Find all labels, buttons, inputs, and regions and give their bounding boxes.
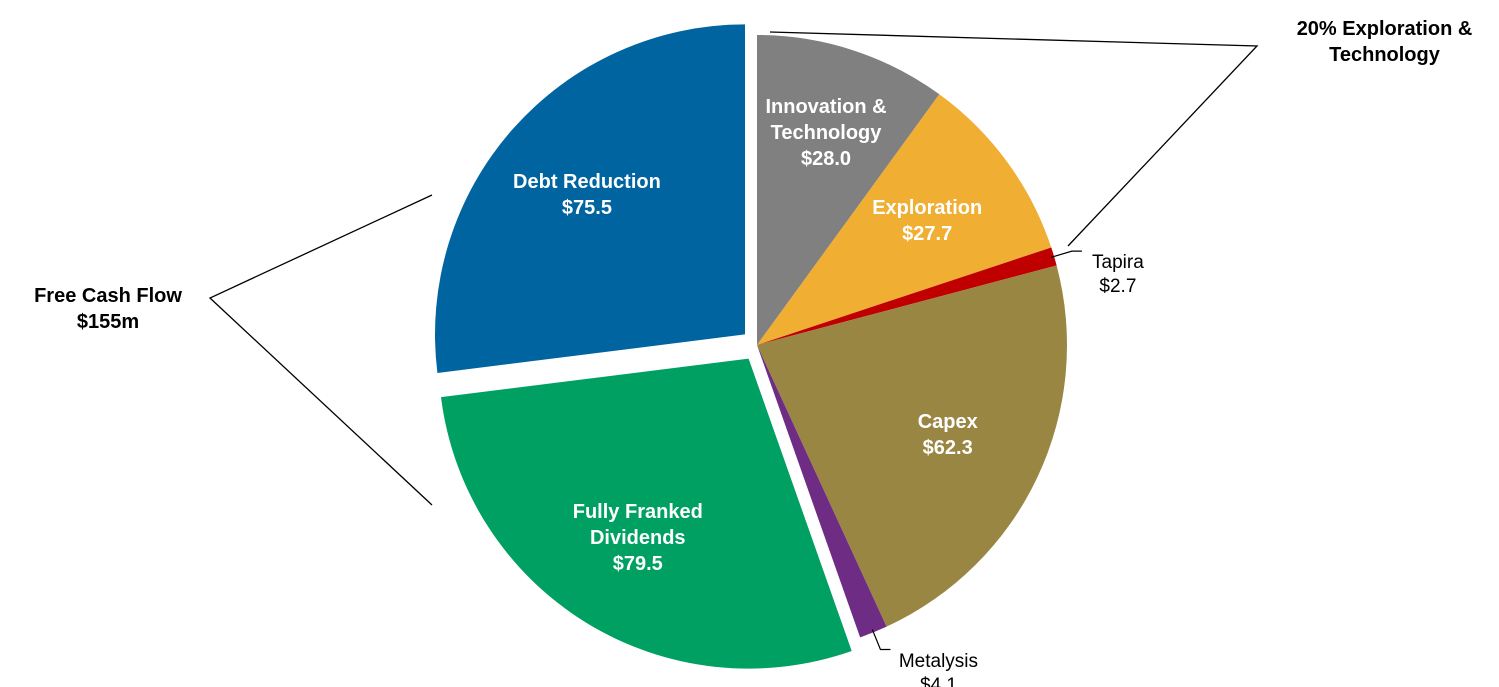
- value-label: $4.1: [919, 674, 957, 687]
- slice-label: Innovation & Technology $28.0: [751, 94, 901, 172]
- slice-label: Exploration $27.7: [807, 195, 1047, 247]
- leader-line: [871, 629, 891, 651]
- category-label: Debt Reduction: [513, 170, 661, 193]
- bracket: [208, 194, 433, 506]
- category-label: Capex: [917, 410, 978, 433]
- annotation: Free Cash Flow $155m: [34, 285, 182, 333]
- value-label: $28.0: [800, 147, 852, 170]
- slice-label: Debt Reduction $75.5: [467, 169, 707, 221]
- slice-label: Fully Franked Dividends $79.5: [548, 499, 728, 577]
- value-label: $62.3: [922, 436, 973, 459]
- value-label: $75.5: [561, 196, 612, 219]
- category-label: Fully Franked Dividends: [572, 500, 703, 549]
- pie-slice: [757, 94, 1052, 345]
- category-label: Tapira: [1092, 252, 1144, 274]
- value-label: $27.7: [902, 222, 953, 245]
- bracket: [769, 31, 1259, 247]
- pie-slice: [757, 345, 887, 638]
- slice-label: Tapira $2.7: [1092, 251, 1144, 299]
- pie-slice: [757, 265, 1067, 627]
- pie-slice: [435, 24, 746, 373]
- slice-label: Capex $62.3: [828, 409, 1068, 461]
- slice-label: Metalysis $4.1: [899, 650, 978, 687]
- pie-slice: [757, 247, 1057, 345]
- annotation: 20% Exploration & Technology: [1296, 18, 1473, 66]
- pie-slice: [440, 358, 852, 669]
- value-label: $2.7: [1099, 276, 1137, 298]
- value-label: $79.5: [612, 552, 663, 575]
- category-label: Innovation & Technology: [765, 95, 887, 144]
- pie-slice: [757, 35, 940, 345]
- category-label: Metalysis: [898, 650, 979, 672]
- leader-line: [1050, 250, 1082, 258]
- category-label: Exploration: [872, 196, 983, 219]
